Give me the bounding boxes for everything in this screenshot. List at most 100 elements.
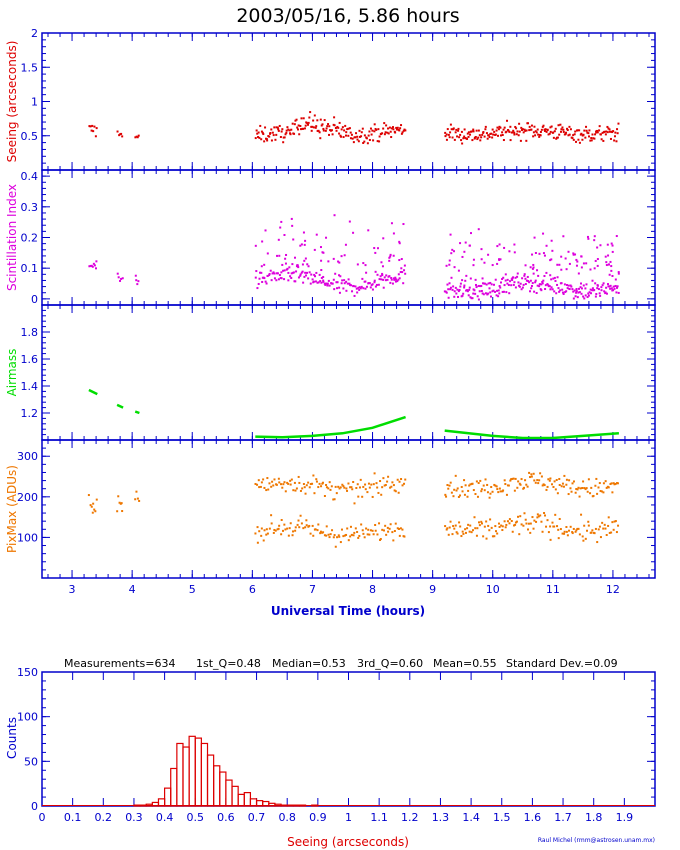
data-point bbox=[287, 534, 290, 537]
data-point bbox=[324, 283, 327, 286]
data-point bbox=[308, 524, 311, 527]
data-point bbox=[311, 482, 314, 485]
data-point bbox=[508, 518, 511, 521]
data-point bbox=[557, 124, 560, 127]
data-point bbox=[506, 520, 509, 523]
data-point bbox=[563, 532, 566, 535]
y-axis-label: Scintillation Index bbox=[5, 184, 19, 291]
data-point bbox=[315, 233, 318, 236]
data-point bbox=[609, 137, 612, 140]
data-point bbox=[610, 287, 613, 290]
data-point bbox=[488, 529, 491, 532]
data-point bbox=[588, 135, 591, 138]
data-point bbox=[617, 524, 620, 527]
data-point bbox=[355, 132, 358, 135]
data-point bbox=[598, 292, 601, 295]
data-point bbox=[540, 289, 543, 292]
data-point bbox=[543, 275, 546, 278]
data-point bbox=[400, 258, 403, 261]
data-point bbox=[540, 283, 543, 286]
data-point bbox=[607, 285, 610, 288]
data-point bbox=[295, 270, 298, 273]
data-point bbox=[607, 486, 610, 489]
data-point bbox=[467, 489, 470, 492]
data-point bbox=[607, 263, 610, 266]
data-point bbox=[381, 272, 384, 275]
data-point bbox=[273, 277, 276, 280]
data-point bbox=[552, 136, 555, 139]
data-point bbox=[300, 117, 303, 120]
stat-standard-deviation: Standard Dev.=0.09 bbox=[506, 657, 618, 670]
data-point bbox=[480, 136, 483, 139]
data-point bbox=[615, 291, 618, 294]
data-point bbox=[449, 123, 452, 126]
data-point bbox=[585, 129, 588, 132]
data-point bbox=[261, 280, 264, 283]
data-point bbox=[391, 282, 394, 285]
data-point bbox=[389, 281, 392, 284]
data-point bbox=[303, 243, 306, 246]
data-point bbox=[530, 124, 533, 127]
data-point bbox=[260, 271, 263, 274]
data-point bbox=[478, 290, 481, 293]
data-point bbox=[380, 493, 383, 496]
data-point bbox=[543, 129, 546, 132]
data-point bbox=[265, 533, 268, 536]
data-point bbox=[607, 127, 610, 130]
data-point bbox=[275, 126, 278, 129]
data-point bbox=[494, 525, 497, 528]
data-point bbox=[328, 536, 331, 539]
data-point bbox=[316, 119, 319, 122]
data-point bbox=[557, 528, 560, 531]
data-point bbox=[489, 492, 492, 495]
data-point bbox=[591, 289, 594, 292]
data-point bbox=[349, 486, 352, 489]
data-point bbox=[602, 282, 605, 285]
data-point bbox=[499, 126, 502, 129]
author-credit: Raul Michel (rmm@astrosen.unam.mx) bbox=[538, 837, 655, 844]
data-point bbox=[453, 138, 456, 141]
histogram-x-label: Seeing (arcseconds) bbox=[287, 835, 409, 849]
data-point bbox=[94, 267, 97, 270]
data-point bbox=[372, 139, 375, 142]
data-point bbox=[273, 528, 276, 531]
data-point bbox=[549, 538, 552, 541]
data-point bbox=[594, 259, 597, 262]
data-point bbox=[373, 247, 376, 250]
data-point bbox=[319, 532, 322, 535]
data-point bbox=[611, 491, 614, 494]
data-point bbox=[466, 132, 469, 135]
data-point bbox=[569, 487, 572, 490]
data-point bbox=[382, 278, 385, 281]
data-point bbox=[499, 490, 502, 493]
data-point bbox=[276, 528, 279, 531]
y-tick-label: 1.5 bbox=[21, 61, 39, 74]
data-point bbox=[257, 136, 260, 139]
data-point bbox=[556, 283, 559, 286]
data-point bbox=[445, 291, 448, 294]
data-point bbox=[516, 486, 519, 489]
histogram-bar bbox=[157, 798, 166, 807]
data-point bbox=[537, 515, 540, 518]
data-point bbox=[313, 492, 316, 495]
data-point bbox=[450, 252, 453, 255]
x-tick-label: 1.5 bbox=[493, 811, 511, 824]
data-point bbox=[496, 134, 499, 137]
data-point bbox=[352, 284, 355, 287]
data-point bbox=[369, 286, 372, 289]
data-point bbox=[615, 140, 618, 143]
data-point bbox=[528, 129, 531, 132]
data-point bbox=[117, 276, 120, 279]
data-point bbox=[476, 495, 479, 498]
data-point bbox=[349, 131, 352, 134]
data-point bbox=[476, 527, 479, 530]
data-point bbox=[474, 283, 477, 286]
data-point bbox=[518, 122, 521, 125]
data-point bbox=[345, 134, 348, 137]
data-point bbox=[260, 138, 263, 141]
data-point bbox=[333, 534, 336, 537]
data-point bbox=[365, 285, 368, 288]
data-point bbox=[552, 485, 555, 488]
data-point bbox=[289, 479, 292, 482]
data-point bbox=[590, 137, 593, 140]
